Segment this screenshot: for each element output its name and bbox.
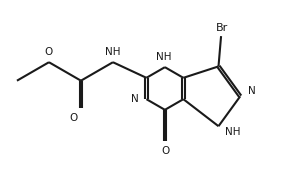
Text: O: O (45, 47, 53, 57)
Text: NH: NH (156, 52, 172, 62)
Text: O: O (69, 113, 77, 123)
Text: NH: NH (105, 47, 121, 57)
Text: N: N (248, 86, 255, 96)
Text: Br: Br (216, 23, 228, 33)
Text: NH: NH (225, 127, 241, 137)
Text: N: N (131, 94, 139, 104)
Text: O: O (162, 147, 170, 156)
